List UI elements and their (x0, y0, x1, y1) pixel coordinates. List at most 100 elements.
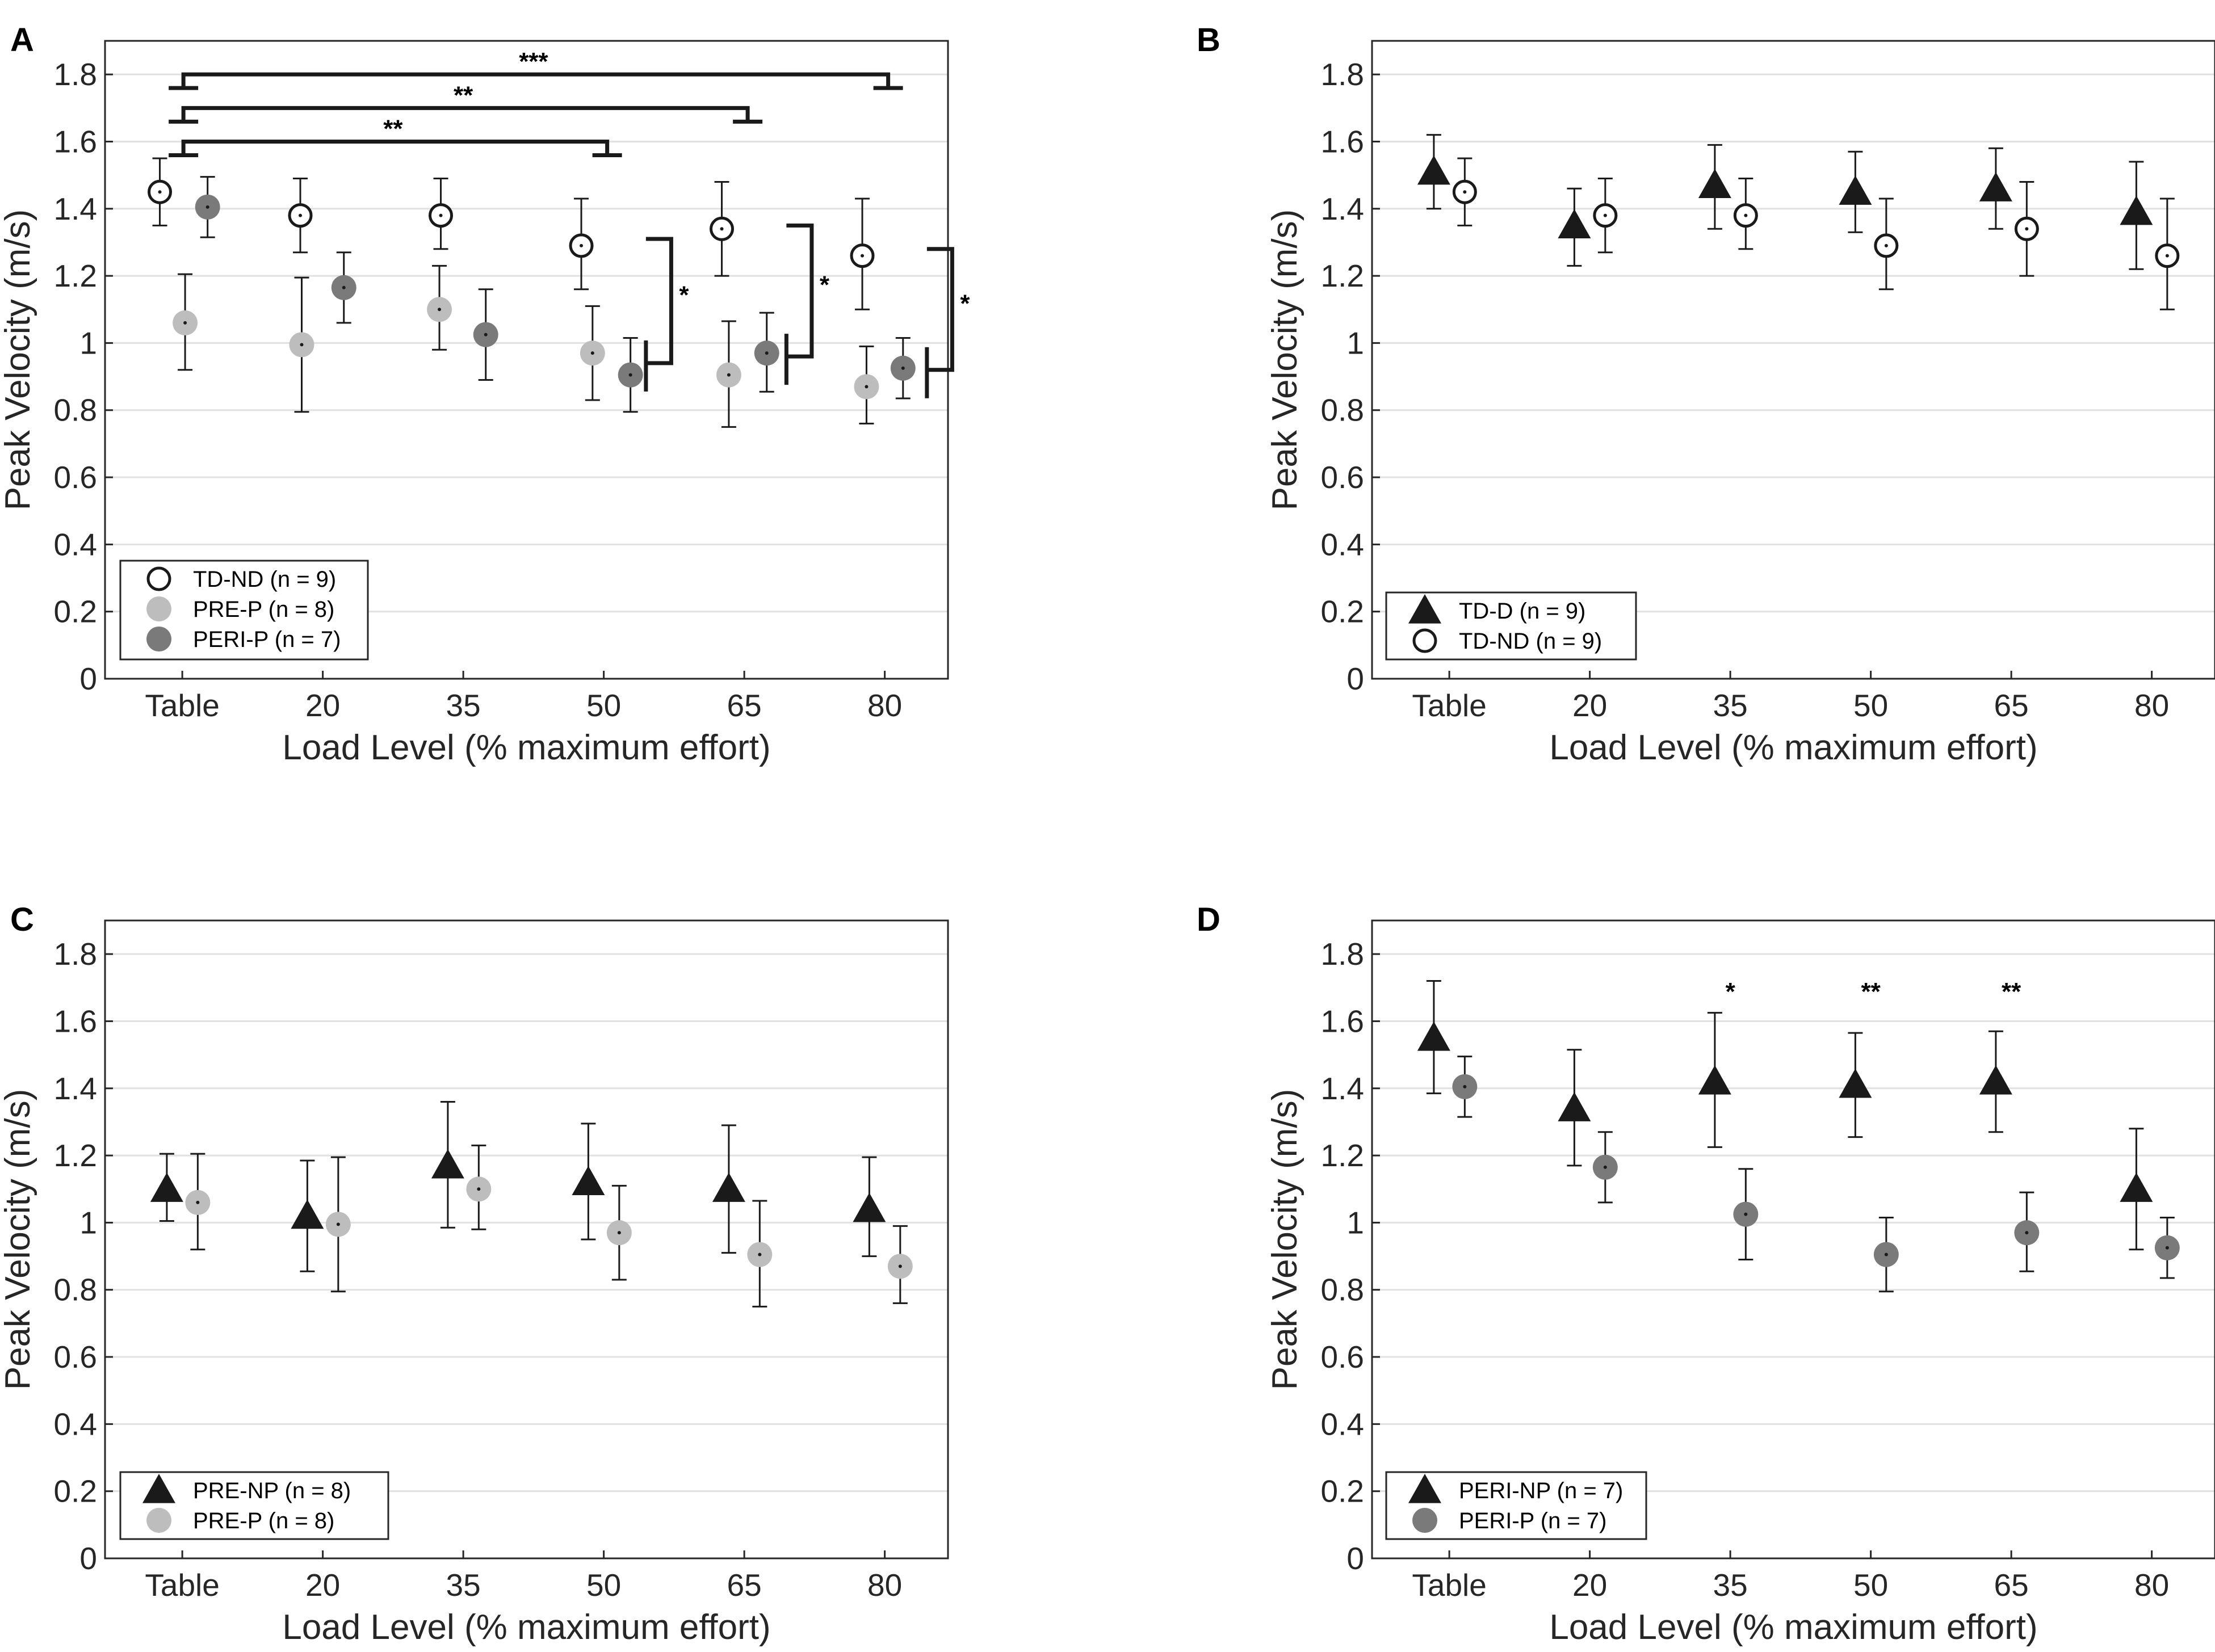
x-axis-label: Load Level (% maximum effort) (1549, 728, 2037, 767)
mean-dot (205, 205, 209, 209)
mean-dot (1463, 1084, 1467, 1088)
x-tick-label: Table (145, 688, 219, 723)
y-axis-label: Peak Velocity (m/s) (1265, 1089, 1304, 1390)
y-tick-label: 1.2 (54, 1138, 97, 1173)
x-tick-label: 20 (305, 688, 340, 723)
mean-dot (861, 254, 865, 258)
mean-dot (898, 1264, 902, 1268)
mean-dot (2025, 1231, 2029, 1235)
y-tick-label: 1.6 (54, 1003, 97, 1039)
y-tick-label: 1.2 (54, 258, 97, 293)
significance-label: ** (454, 81, 473, 109)
data-point (431, 1149, 464, 1179)
y-axis-label: Peak Velocity (m/s) (0, 209, 37, 511)
x-tick-label: Table (1412, 1567, 1486, 1603)
legend-label: PRE-NP (n = 8) (193, 1478, 351, 1503)
x-axis-label: Load Level (% maximum effort) (282, 1608, 770, 1647)
y-tick-label: 1.4 (1321, 1071, 1364, 1106)
x-tick-label: 20 (305, 1567, 340, 1603)
x-tick-label: Table (145, 1567, 219, 1603)
x-tick-label: 80 (2134, 1567, 2169, 1603)
data-point (1558, 209, 1591, 238)
data-point (572, 1166, 605, 1196)
significance-label: ** (383, 115, 403, 142)
y-tick-label: 0.8 (1321, 393, 1364, 428)
significance-label: * (1726, 978, 1736, 1006)
panel-a: A 0 0.2 0.4 0.6 0.8 1 1.2 1.4 1.6 1.8 Table 20 35 50 65… (0, 22, 970, 767)
mean-dot (628, 373, 632, 377)
y-tick-label: 1 (79, 325, 97, 360)
y-tick-label: 0.8 (1321, 1272, 1364, 1308)
y-tick-label: 0.8 (54, 393, 97, 428)
panel-letter: C (10, 901, 34, 938)
mean-dot (336, 1222, 340, 1226)
significance-label: ** (1861, 978, 1881, 1006)
x-tick-label: Table (1412, 688, 1486, 723)
significance-label: * (820, 271, 830, 299)
legend-marker (146, 566, 171, 591)
data-point (1558, 1092, 1591, 1121)
y-tick-label: 1.4 (54, 191, 97, 226)
y-tick-label: 1.4 (54, 1071, 97, 1106)
mean-dot (1884, 243, 1888, 247)
y-tick-label: 0 (1346, 661, 1364, 696)
legend-label: PERI-P (n = 7) (193, 627, 341, 652)
mean-dot (1603, 1165, 1607, 1169)
y-tick-label: 1.8 (1321, 936, 1364, 972)
legend-label: PRE-P (n = 8) (193, 597, 334, 622)
x-tick-label: 35 (446, 1567, 481, 1603)
legend: TD-D (n = 9) TD-ND (n = 9) (1385, 591, 1637, 661)
y-tick-label: 1 (79, 1205, 97, 1240)
y-tick-label: 0 (1346, 1541, 1364, 1576)
x-tick-label: 65 (727, 688, 762, 723)
panel-d: D 0 0.2 0.4 0.6 0.8 1 1.2 1.4 1.6 1.8 Table 20 35 50 65… (1197, 901, 2215, 1647)
data-point (1417, 155, 1450, 185)
mean-dot (342, 285, 346, 289)
y-tick-label: 0 (79, 1541, 97, 1576)
data-point (853, 1192, 886, 1222)
mean-dot (299, 213, 303, 217)
y-tick-label: 1.8 (54, 57, 97, 92)
y-tick-label: 1 (1346, 325, 1364, 360)
y-tick-label: 0.2 (1321, 594, 1364, 629)
y-tick-label: 0.4 (1321, 1406, 1364, 1441)
mean-dot (2165, 254, 2169, 258)
x-tick-label: 50 (586, 688, 621, 723)
x-tick-label: 35 (1713, 1567, 1748, 1603)
y-axis-label: Peak Velocity (m/s) (0, 1089, 37, 1390)
x-tick-label: 65 (1994, 688, 2029, 723)
panel-c: C 0 0.2 0.4 0.6 0.8 1 1.2 1.4 1.6 1.8 Table 20 35 50 65… (0, 901, 949, 1647)
mean-dot (300, 343, 304, 347)
data-point (1839, 175, 1872, 205)
legend-marker (1408, 594, 1441, 624)
mean-dot (1463, 190, 1467, 194)
data-point (2120, 1172, 2153, 1202)
legend-label: TD-D (n = 9) (1459, 599, 1585, 624)
mean-dot (720, 227, 724, 231)
x-tick-label: 50 (1853, 688, 1888, 723)
legend-marker (1412, 628, 1437, 653)
legend-label: PERI-NP (n = 7) (1459, 1478, 1623, 1503)
plot-box (104, 40, 949, 680)
significance-label: ** (2002, 978, 2021, 1006)
mean-dot (1603, 213, 1607, 217)
x-axis-label: Load Level (% maximum effort) (282, 728, 770, 767)
mean-dot (484, 333, 488, 337)
mean-dot (617, 1231, 621, 1235)
mean-dot (865, 385, 869, 389)
legend: PRE-NP (n = 8) PRE-P (n = 8) (119, 1471, 389, 1540)
significance-bracket (169, 106, 763, 124)
significance-bracket (644, 237, 673, 392)
y-tick-label: 0.4 (54, 1406, 97, 1441)
mean-dot (183, 321, 187, 325)
y-tick-label: 0.6 (54, 460, 97, 495)
y-tick-label: 1.2 (1321, 1138, 1364, 1173)
mean-dot (590, 351, 594, 355)
legend-label: TD-ND (n = 9) (193, 567, 336, 592)
legend-marker (1408, 1474, 1441, 1503)
significance-bracket (925, 247, 954, 398)
x-tick-label: 20 (1572, 1567, 1607, 1603)
data-point (1417, 1022, 1450, 1051)
significance-label: * (960, 289, 970, 317)
